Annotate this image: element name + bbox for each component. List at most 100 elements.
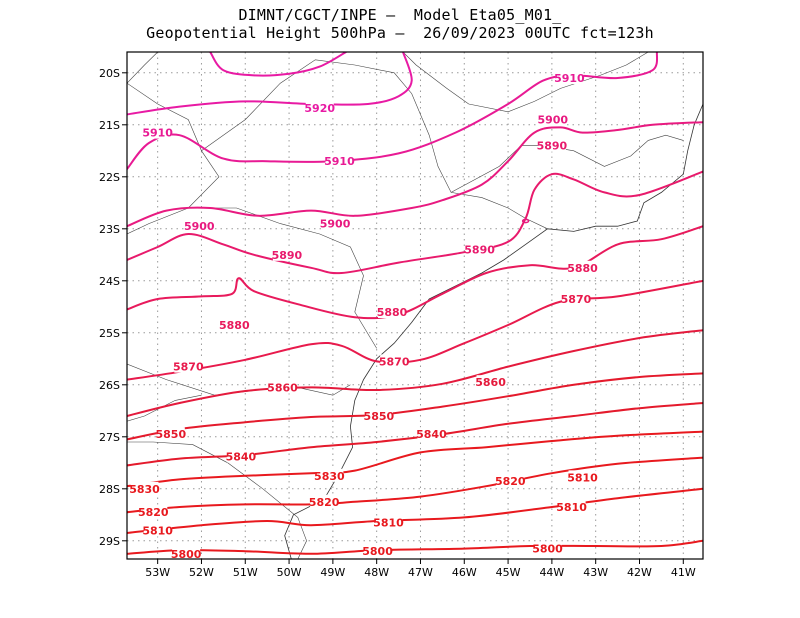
- tick-label-lon: 44W: [539, 566, 564, 579]
- contour-label-bg: [185, 219, 214, 233]
- contour-label-bg: [465, 242, 494, 256]
- state-border: [127, 394, 202, 422]
- contour-label: 5810: [556, 501, 587, 514]
- contour-label-bg: [226, 449, 255, 463]
- tick-label-lon: 43W: [583, 566, 608, 579]
- contour-label: 5880: [219, 319, 250, 332]
- contour-label: 5890: [272, 249, 303, 262]
- contour-label: 5900: [184, 220, 215, 233]
- tick-label-lat: 28S: [99, 483, 120, 496]
- contour-label: 5820: [495, 475, 526, 488]
- tick-label-lon: 48W: [364, 566, 389, 579]
- geographic-boundaries: [127, 52, 703, 559]
- contour-label-bg: [568, 260, 597, 274]
- state-border: [127, 441, 307, 559]
- contour-label: 5880: [377, 306, 408, 319]
- contour-line-5920: [127, 52, 413, 116]
- contour-line-5810: [127, 487, 703, 534]
- contour-label-bg: [172, 546, 201, 559]
- contour-label-bg: [325, 154, 354, 168]
- contour-line-5890: [127, 170, 703, 275]
- tick-label-lon: 49W: [320, 566, 345, 579]
- contour-line-5850: [127, 372, 703, 441]
- contour-label: 5840: [416, 428, 447, 441]
- contour-label-bg: [537, 138, 566, 152]
- contour-label: 5860: [267, 381, 298, 394]
- contour-label: 5860: [475, 376, 506, 389]
- contour-label: 5800: [532, 543, 563, 556]
- tick-label-lon: 50W: [277, 566, 302, 579]
- contour-label-bg: [538, 112, 567, 126]
- height-contours: [127, 52, 703, 555]
- contour-label: 5920: [304, 102, 335, 115]
- state-border: [450, 134, 684, 193]
- contour-label-bg: [174, 359, 203, 373]
- contour-label-bg: [364, 409, 393, 422]
- contour-label: 5910: [324, 155, 355, 168]
- contour-label: 5810: [373, 517, 404, 530]
- chart-title-line-1: DIMNT/CGCT/INPE – Model Eta05_M01_: [238, 6, 562, 24]
- axis-ticks: 53W 52W 51W 50W 49W 48W 47W 46W 45W 44W 43W 42W 41W 2…: [99, 67, 696, 579]
- contour-label-bg: [156, 427, 185, 441]
- contour-line-5880: [127, 225, 703, 320]
- contour-line-5860: [127, 329, 703, 417]
- contour-label: 5850: [364, 410, 395, 423]
- small-closed-contour: [521, 218, 530, 224]
- state-border: [127, 363, 351, 396]
- contour-label: 5820: [309, 496, 340, 509]
- contour-label: 5910: [142, 127, 173, 140]
- contour-label: 5800: [362, 545, 393, 558]
- tick-label-lat: 29S: [99, 535, 120, 548]
- tick-label-lon: 52W: [189, 566, 214, 579]
- tick-label-lat: 21S: [99, 119, 120, 132]
- contour-label-bg: [568, 470, 597, 484]
- tick-label-lon: 46W: [452, 566, 477, 579]
- contour-label-bg: [476, 375, 505, 389]
- tick-label-lat: 25S: [99, 327, 120, 340]
- contour-label: 5800: [171, 548, 202, 561]
- contour-label: 5890: [537, 140, 568, 153]
- contour-label-bg: [305, 101, 334, 115]
- contour-line-5800: [127, 539, 703, 555]
- contour-label: 5810: [142, 524, 173, 537]
- state-border: [201, 59, 548, 230]
- contour-label: 5810: [567, 471, 598, 484]
- contour-label: 5820: [138, 506, 169, 519]
- tick-label-lon: 53W: [145, 566, 170, 579]
- contour-label-bg: [417, 427, 446, 441]
- contour-label: 5840: [226, 451, 257, 464]
- contour-label-bg: [310, 494, 339, 508]
- tick-label-lat: 22S: [99, 171, 120, 184]
- contour-line-5910: [127, 52, 659, 170]
- contour-label: 5890: [464, 244, 495, 257]
- contour-label-bg: [374, 515, 403, 529]
- contour-label-bg: [143, 523, 172, 537]
- plot-frame: [126, 51, 704, 560]
- contour-line-5900: [127, 121, 703, 228]
- contour-line-5820: [127, 456, 703, 514]
- tick-label-lat: 20S: [99, 67, 120, 80]
- contour-line-5830: [127, 430, 703, 488]
- contour-label-bg: [378, 305, 407, 318]
- contour-label-bg: [143, 125, 172, 139]
- tick-label-lat: 27S: [99, 431, 120, 444]
- contour-labels: 5800 5800 5800 5810 5810 5810 5820 5820 5810 5830…: [129, 71, 598, 561]
- contour-label: 5870: [379, 355, 410, 368]
- contour-label-bg: [321, 216, 350, 230]
- tick-label-lat: 23S: [99, 223, 120, 236]
- contour-label-bg: [561, 292, 590, 305]
- contour-label-bg: [557, 500, 586, 513]
- state-border: [127, 82, 220, 235]
- grid-lines: [127, 52, 703, 559]
- tick-label-lon: 51W: [233, 566, 258, 579]
- contour-label-bg: [533, 541, 562, 555]
- tick-label-lon: 45W: [496, 566, 521, 579]
- state-border: [402, 52, 649, 113]
- tick-label-lon: 47W: [408, 566, 433, 579]
- tick-label-lat: 24S: [99, 275, 120, 288]
- contour-label: 5830: [314, 470, 345, 483]
- contour-label: 5870: [561, 293, 592, 306]
- chart-title-line-2: Geopotential Height 500hPa – 26/09/2023 …: [146, 24, 654, 42]
- contour-line-5840: [127, 402, 703, 467]
